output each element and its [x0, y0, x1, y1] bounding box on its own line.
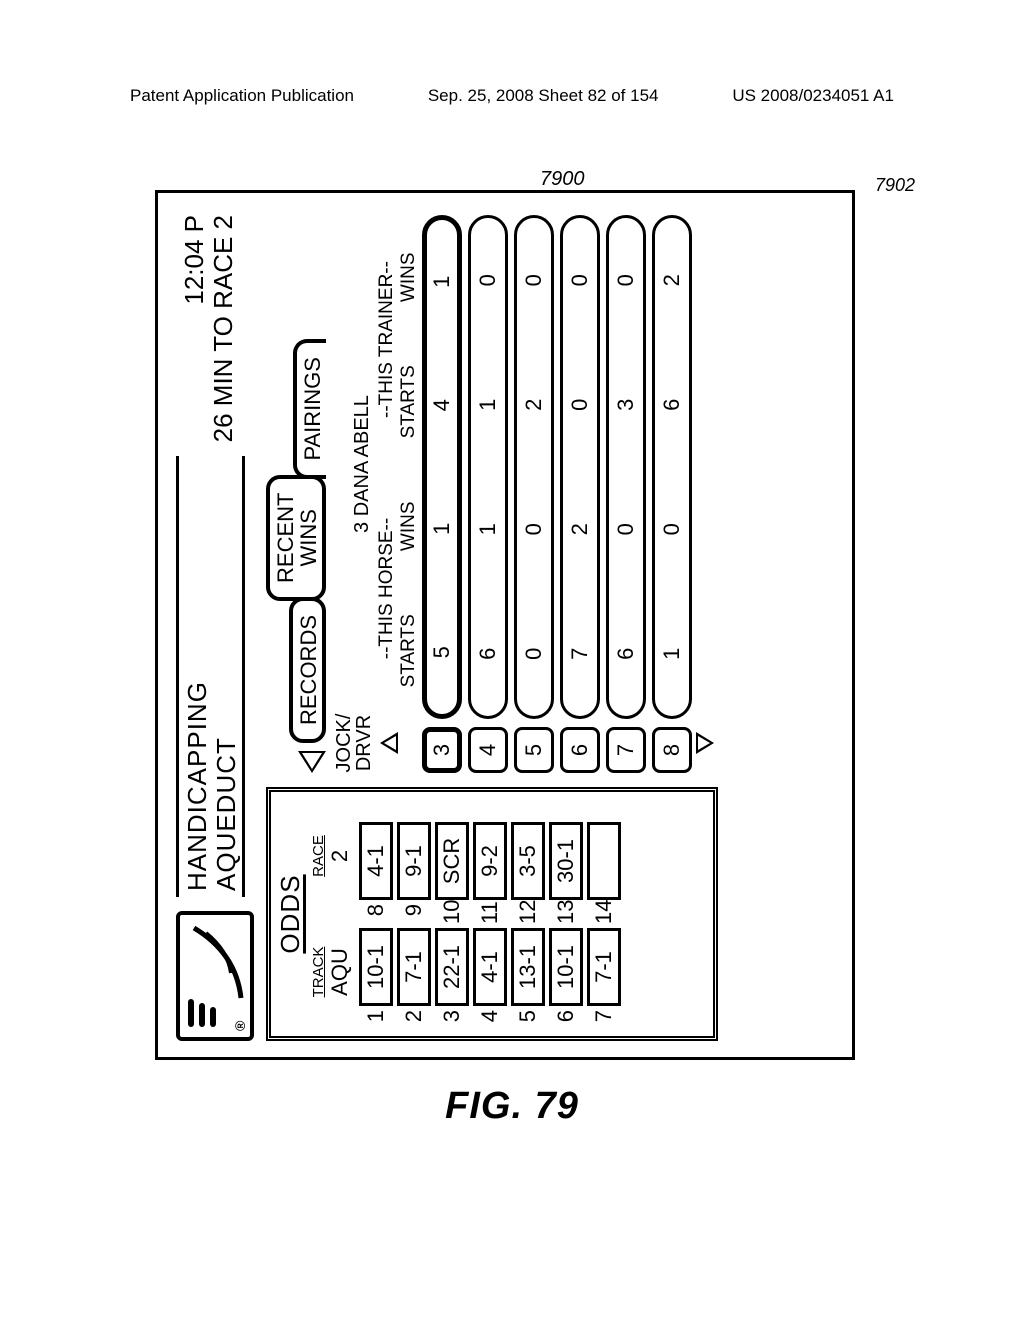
row-index: 4 [468, 727, 508, 773]
col-starts-1: STARTS [398, 589, 420, 714]
jockey-row[interactable]: 6 7200 [560, 215, 600, 773]
col-wins-1: WINS [398, 464, 420, 589]
odds-num: 6 [553, 1010, 579, 1030]
odds-num: 13 [553, 904, 579, 924]
header-right: US 2008/0234051 A1 [732, 86, 894, 106]
tabs-back-arrow-icon[interactable] [298, 751, 326, 773]
brand-logo: ® [176, 911, 254, 1041]
jockey-row[interactable]: 4 6110 [468, 215, 508, 773]
odds-cell[interactable]: 7-1 [587, 928, 621, 1006]
odds-num: 4 [477, 1010, 503, 1030]
tab-recent-wins[interactable]: RECENTWINS [266, 475, 326, 601]
row-index: 6 [560, 727, 600, 773]
screen-title: HANDICAPPING AQUEDUCT [176, 456, 245, 897]
figure-label: FIG. 79 [0, 1085, 1024, 1128]
race-value: 2 [327, 798, 353, 914]
odds-title: ODDS [275, 798, 306, 1030]
tab-pairings[interactable]: PAIRINGS [293, 339, 326, 479]
odds-row: 3 22-1 10 SCR [435, 798, 469, 1030]
header-mid: Sep. 25, 2008 Sheet 82 of 154 [428, 86, 659, 106]
header-left: Patent Application Publication [130, 86, 354, 106]
odds-cell[interactable]: 3-5 [511, 822, 545, 900]
odds-row: 4 4-1 11 9-2 [473, 798, 507, 1030]
jock-drvr-label: JOCK/DRVR [334, 713, 374, 773]
clock: 12:04 P [180, 215, 209, 442]
jockey-row[interactable]: 7 6030 [606, 215, 646, 773]
row-values: 1062 [652, 215, 692, 719]
col-starts-2: STARTS [398, 340, 420, 465]
odds-num: 8 [363, 904, 389, 924]
reference-7902: 7902 [875, 175, 915, 196]
odds-cell[interactable]: 9-1 [397, 822, 431, 900]
odds-cell[interactable]: SCR [435, 822, 469, 900]
odds-cell[interactable]: 22-1 [435, 928, 469, 1006]
title-line2: AQUEDUCT [212, 456, 241, 891]
odds-num: 12 [515, 904, 541, 924]
odds-cell[interactable]: 4-1 [473, 928, 507, 1006]
jockey-row[interactable]: 8 1062 [652, 215, 692, 773]
odds-cell[interactable]: 4-1 [359, 822, 393, 900]
odds-cell[interactable]: 13-1 [511, 928, 545, 1006]
odds-cell[interactable]: 10-1 [359, 928, 393, 1006]
odds-cell[interactable]: 9-2 [473, 822, 507, 900]
row-index: 7 [606, 727, 646, 773]
odds-num: 10 [439, 904, 465, 924]
odds-num: 7 [591, 1010, 617, 1030]
odds-row: 5 13-1 12 3-5 [511, 798, 545, 1030]
registered-mark: ® [232, 1021, 248, 1031]
time-info: 12:04 P 26 MIN TO RACE 2 [176, 215, 237, 442]
jockey-row[interactable]: 5 0020 [514, 215, 554, 773]
odds-row: 6 10-1 13 30-1 [549, 798, 583, 1030]
row-index: 3 [422, 727, 462, 773]
row-values: 6110 [468, 215, 508, 719]
row-index: 8 [652, 727, 692, 773]
page-header: Patent Application Publication Sep. 25, … [130, 86, 894, 106]
row-values: 5141 [422, 215, 462, 719]
odds-cell[interactable] [587, 822, 621, 900]
track-label: TRACK [310, 914, 327, 1030]
countdown: 26 MIN TO RACE 2 [209, 215, 238, 442]
odds-num: 1 [363, 1010, 389, 1030]
col-wins-2: WINS [398, 215, 420, 340]
tab-records[interactable]: RECORDS [289, 597, 326, 743]
row-values: 6030 [606, 215, 646, 719]
odds-num: 2 [401, 1010, 427, 1030]
odds-num: 14 [591, 904, 617, 924]
odds-num: 5 [515, 1010, 541, 1030]
horse-name: 3 DANA ABELL [351, 215, 374, 713]
race-label: RACE [310, 798, 327, 914]
row-values: 0020 [514, 215, 554, 719]
odds-row: 7 7-1 14 [587, 798, 621, 1030]
odds-cell[interactable]: 7-1 [397, 928, 431, 1006]
odds-panel: ODDS TRACK RACE AQU 2 1 10-1 8 4-12 7-1 … [266, 787, 718, 1041]
scroll-up-icon[interactable] [380, 732, 398, 754]
odds-cell[interactable]: 30-1 [549, 822, 583, 900]
group-this-trainer: --THIS TRAINER-- [376, 215, 398, 464]
group-this-horse: --THIS HORSE-- [376, 464, 398, 713]
jockey-row[interactable]: 3 5141 [422, 215, 462, 773]
odds-num: 11 [477, 904, 503, 924]
scroll-down-icon[interactable] [696, 732, 714, 754]
odds-cell[interactable]: 10-1 [549, 928, 583, 1006]
figure-reference-7900: 7900 [540, 168, 585, 191]
odds-row: 2 7-1 9 9-1 [397, 798, 431, 1030]
odds-row: 1 10-1 8 4-1 [359, 798, 393, 1030]
track-value: AQU [327, 914, 353, 1030]
title-line1: HANDICAPPING [183, 456, 212, 891]
row-index: 5 [514, 727, 554, 773]
odds-num: 3 [439, 1010, 465, 1030]
odds-num: 9 [401, 904, 427, 924]
row-values: 7200 [560, 215, 600, 719]
device-frame: ® HANDICAPPING AQUEDUCT 12:04 P 26 MIN T… [155, 190, 855, 1060]
